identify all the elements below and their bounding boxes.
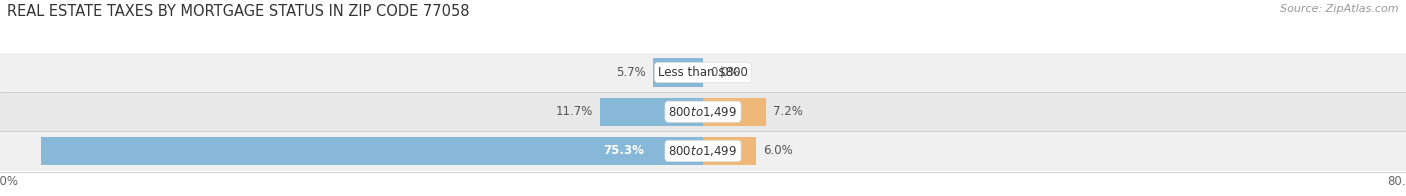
Bar	[41, 137, 703, 165]
Bar	[703, 98, 766, 126]
Text: 7.2%: 7.2%	[773, 105, 803, 118]
Bar	[600, 98, 703, 126]
Bar	[0, 131, 1406, 171]
Text: 5.7%: 5.7%	[616, 66, 645, 79]
Text: Less than $800: Less than $800	[658, 66, 748, 79]
Text: $800 to $1,499: $800 to $1,499	[668, 144, 738, 158]
Text: 75.3%: 75.3%	[603, 144, 644, 157]
Text: 11.7%: 11.7%	[555, 105, 593, 118]
Text: $800 to $1,499: $800 to $1,499	[668, 105, 738, 119]
Text: 0.0%: 0.0%	[710, 66, 740, 79]
Text: REAL ESTATE TAXES BY MORTGAGE STATUS IN ZIP CODE 77058: REAL ESTATE TAXES BY MORTGAGE STATUS IN …	[7, 4, 470, 19]
Text: Source: ZipAtlas.com: Source: ZipAtlas.com	[1281, 4, 1399, 14]
Bar	[0, 92, 1406, 131]
Bar	[0, 53, 1406, 92]
Bar	[652, 58, 703, 87]
Bar	[703, 137, 756, 165]
Text: 6.0%: 6.0%	[762, 144, 793, 157]
